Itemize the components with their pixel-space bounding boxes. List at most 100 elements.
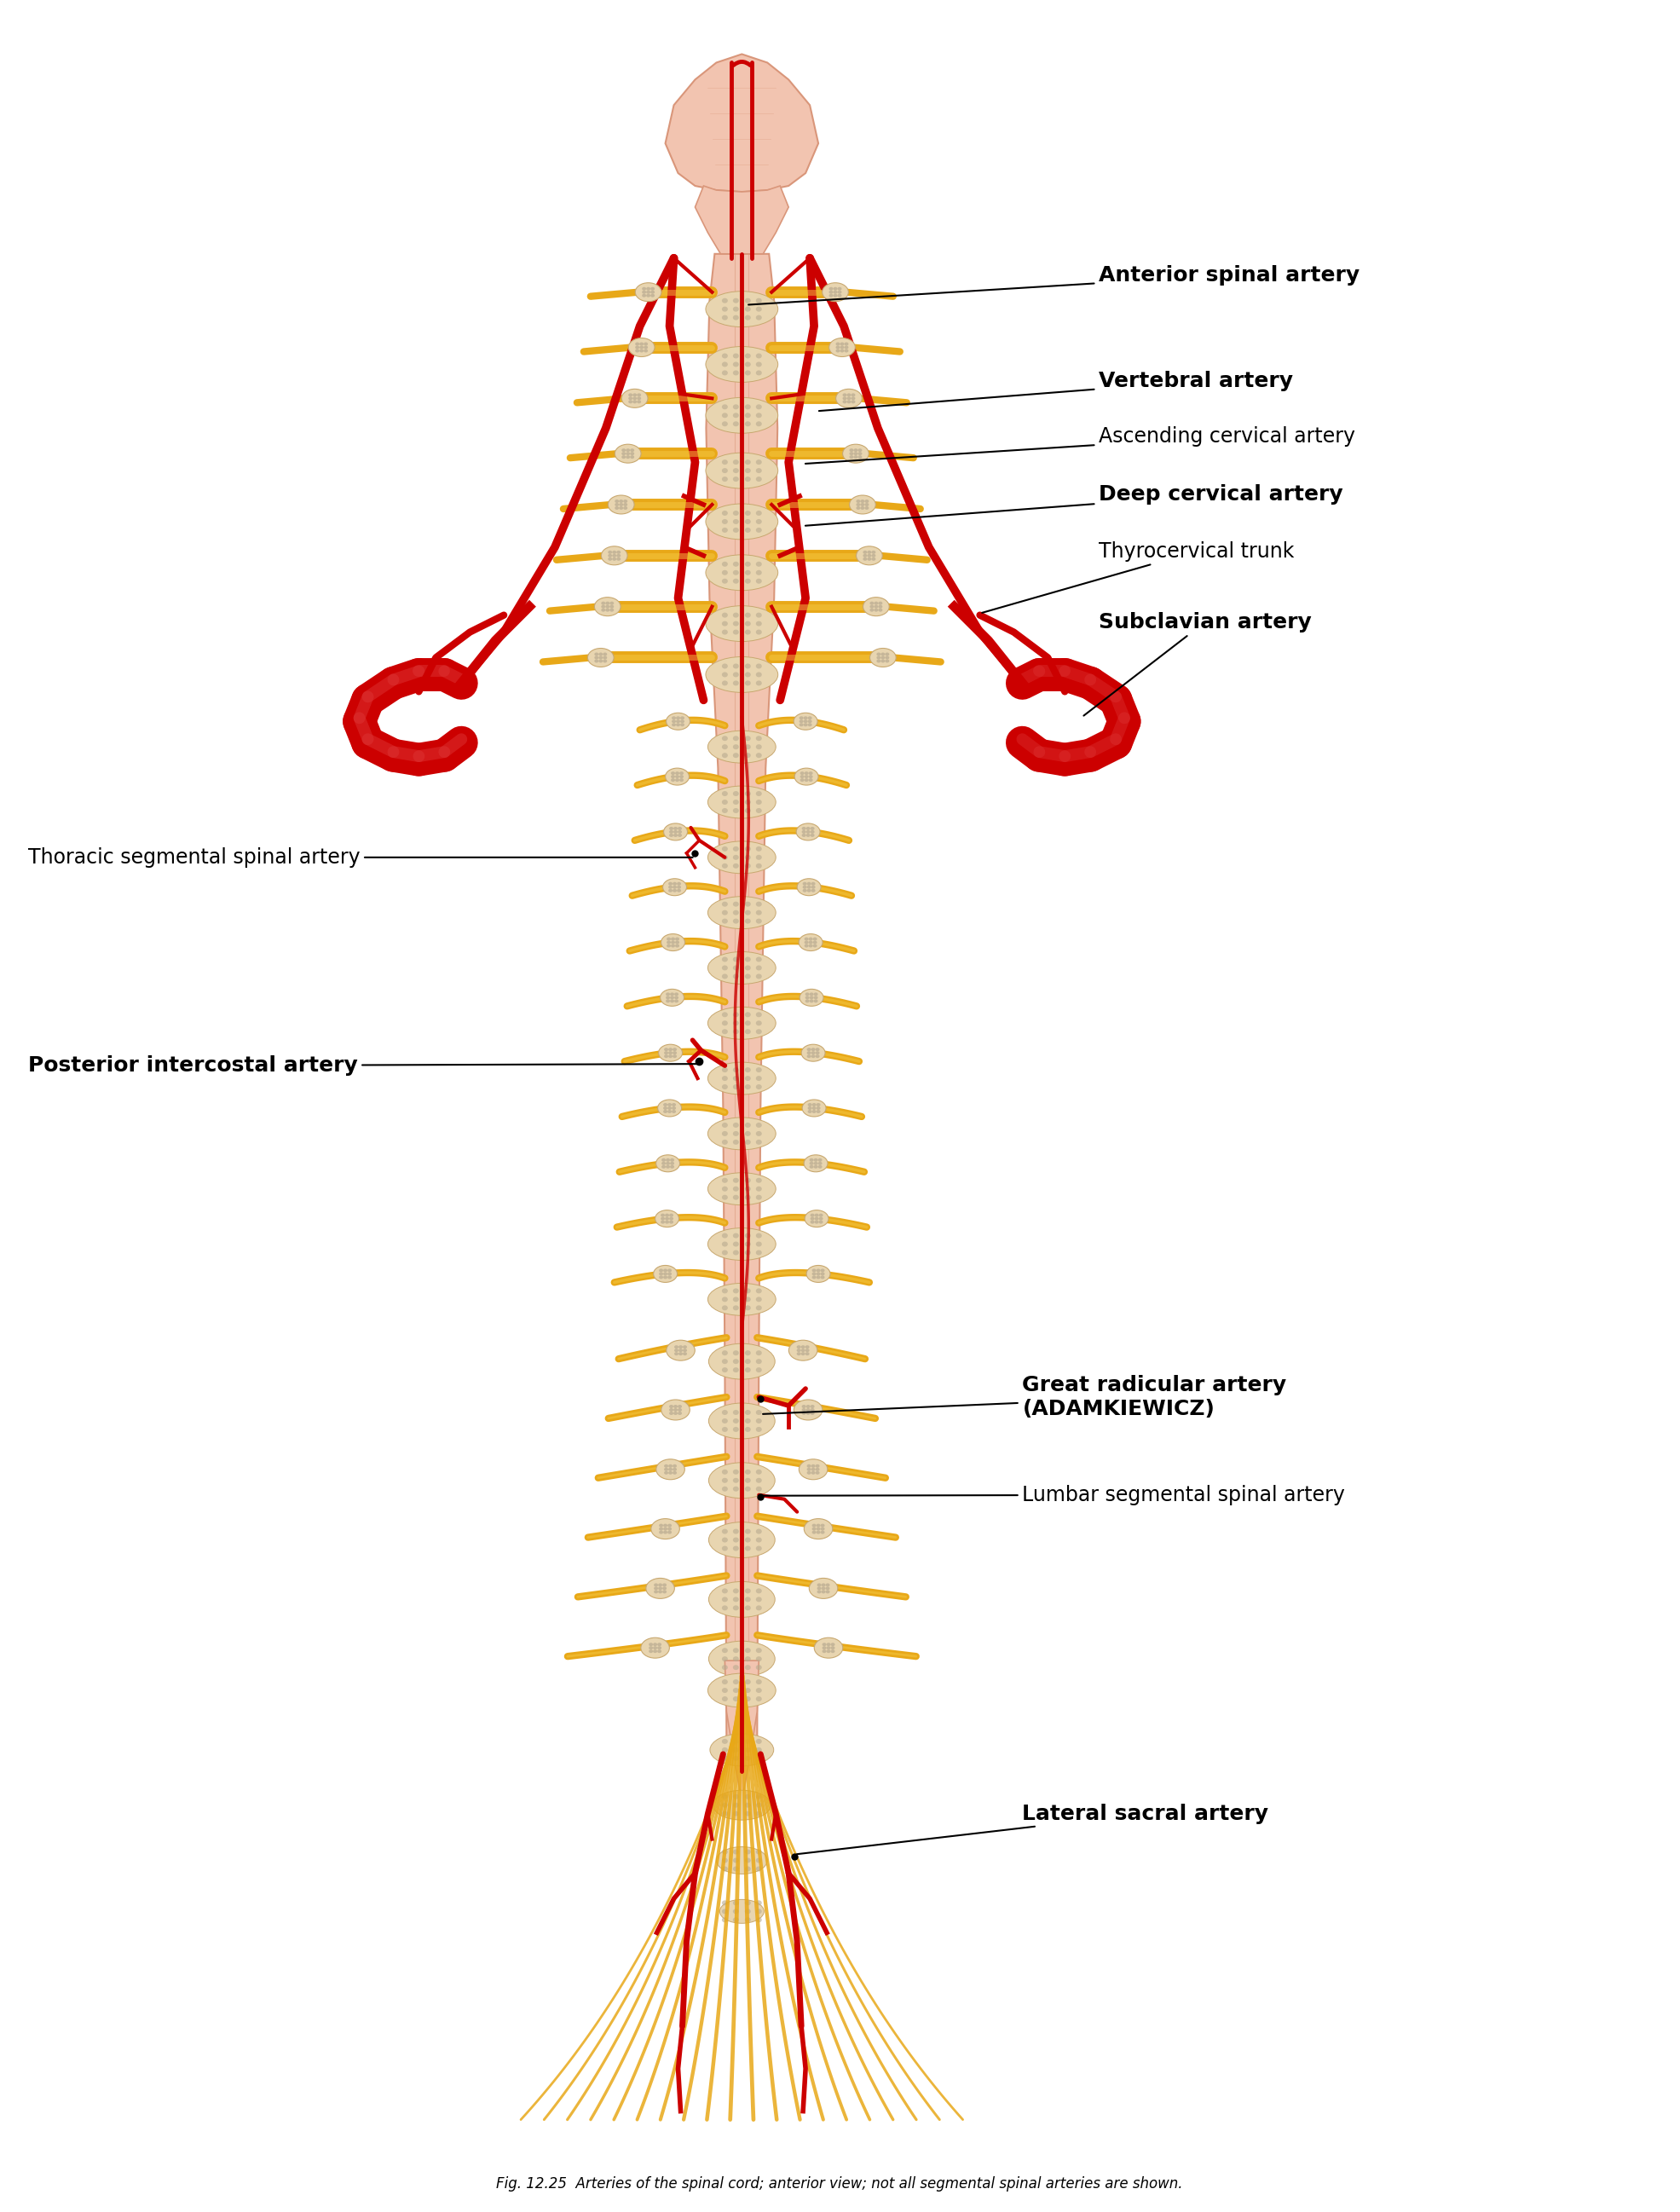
Ellipse shape bbox=[756, 1486, 761, 1491]
Ellipse shape bbox=[598, 653, 603, 657]
Ellipse shape bbox=[827, 1646, 830, 1650]
Ellipse shape bbox=[756, 1287, 761, 1294]
Ellipse shape bbox=[805, 993, 810, 995]
Ellipse shape bbox=[756, 847, 761, 852]
Ellipse shape bbox=[872, 553, 875, 557]
Ellipse shape bbox=[722, 1537, 727, 1542]
Ellipse shape bbox=[805, 1352, 810, 1356]
Ellipse shape bbox=[852, 396, 855, 400]
Ellipse shape bbox=[722, 1287, 727, 1294]
Ellipse shape bbox=[707, 1674, 776, 1708]
Ellipse shape bbox=[732, 1130, 739, 1137]
Ellipse shape bbox=[816, 1110, 820, 1113]
Ellipse shape bbox=[647, 288, 650, 290]
Ellipse shape bbox=[670, 940, 675, 945]
Ellipse shape bbox=[722, 1130, 727, 1137]
Ellipse shape bbox=[756, 1918, 761, 1922]
Ellipse shape bbox=[840, 349, 845, 352]
Ellipse shape bbox=[744, 405, 751, 409]
Ellipse shape bbox=[813, 995, 818, 1000]
Ellipse shape bbox=[675, 940, 679, 945]
Ellipse shape bbox=[756, 1657, 761, 1661]
Ellipse shape bbox=[628, 400, 633, 403]
Ellipse shape bbox=[732, 405, 739, 409]
Ellipse shape bbox=[732, 307, 739, 312]
Ellipse shape bbox=[722, 1232, 727, 1239]
Ellipse shape bbox=[595, 657, 598, 659]
Ellipse shape bbox=[879, 602, 882, 604]
Ellipse shape bbox=[722, 918, 727, 925]
Ellipse shape bbox=[788, 1340, 816, 1360]
Ellipse shape bbox=[827, 1650, 830, 1652]
Ellipse shape bbox=[840, 343, 845, 345]
Ellipse shape bbox=[595, 653, 598, 657]
Ellipse shape bbox=[744, 737, 751, 741]
Ellipse shape bbox=[605, 602, 610, 604]
Ellipse shape bbox=[664, 1270, 667, 1272]
Ellipse shape bbox=[642, 290, 647, 294]
Ellipse shape bbox=[756, 1739, 761, 1743]
Ellipse shape bbox=[877, 657, 880, 659]
Ellipse shape bbox=[732, 1287, 739, 1294]
Polygon shape bbox=[696, 186, 788, 254]
Ellipse shape bbox=[674, 1409, 677, 1411]
Ellipse shape bbox=[665, 995, 670, 1000]
Ellipse shape bbox=[806, 1048, 811, 1051]
Ellipse shape bbox=[756, 571, 761, 575]
Text: Fig. 12.25  Arteries of the spinal cord; anterior view; not all segmental spinal: Fig. 12.25 Arteries of the spinal cord; … bbox=[496, 2177, 1183, 2192]
Ellipse shape bbox=[744, 1849, 751, 1854]
Ellipse shape bbox=[744, 622, 751, 626]
Ellipse shape bbox=[660, 1214, 665, 1217]
Ellipse shape bbox=[640, 345, 643, 349]
Ellipse shape bbox=[722, 1194, 727, 1199]
Ellipse shape bbox=[722, 460, 727, 465]
Ellipse shape bbox=[756, 354, 761, 358]
Ellipse shape bbox=[722, 1597, 727, 1601]
Ellipse shape bbox=[672, 883, 677, 885]
Ellipse shape bbox=[813, 993, 818, 995]
Ellipse shape bbox=[667, 1340, 696, 1360]
Ellipse shape bbox=[732, 807, 739, 814]
Ellipse shape bbox=[640, 1637, 669, 1659]
Ellipse shape bbox=[811, 883, 815, 885]
Ellipse shape bbox=[867, 551, 872, 553]
Ellipse shape bbox=[744, 1020, 751, 1026]
Ellipse shape bbox=[847, 396, 852, 400]
Ellipse shape bbox=[595, 659, 598, 664]
Ellipse shape bbox=[796, 823, 820, 841]
Ellipse shape bbox=[835, 345, 840, 349]
Ellipse shape bbox=[722, 752, 727, 759]
Ellipse shape bbox=[722, 1794, 727, 1798]
Ellipse shape bbox=[679, 779, 684, 781]
Ellipse shape bbox=[722, 476, 727, 482]
Ellipse shape bbox=[732, 1013, 739, 1018]
Ellipse shape bbox=[756, 529, 761, 533]
Ellipse shape bbox=[732, 1679, 739, 1683]
Ellipse shape bbox=[675, 723, 680, 726]
Ellipse shape bbox=[664, 1531, 667, 1533]
Ellipse shape bbox=[677, 889, 680, 891]
Ellipse shape bbox=[732, 973, 739, 980]
Ellipse shape bbox=[756, 1528, 761, 1533]
Ellipse shape bbox=[622, 451, 627, 456]
Ellipse shape bbox=[662, 1161, 665, 1166]
Ellipse shape bbox=[756, 1427, 761, 1431]
Ellipse shape bbox=[756, 1546, 761, 1551]
Ellipse shape bbox=[793, 712, 818, 730]
Text: Thoracic segmental spinal artery: Thoracic segmental spinal artery bbox=[29, 847, 692, 867]
Ellipse shape bbox=[610, 602, 613, 604]
Ellipse shape bbox=[664, 1272, 667, 1276]
Ellipse shape bbox=[744, 847, 751, 852]
Ellipse shape bbox=[830, 1644, 835, 1646]
Ellipse shape bbox=[722, 314, 727, 321]
Ellipse shape bbox=[601, 604, 605, 608]
Ellipse shape bbox=[662, 933, 685, 951]
Ellipse shape bbox=[608, 551, 612, 553]
Ellipse shape bbox=[835, 349, 840, 352]
Ellipse shape bbox=[732, 909, 739, 916]
Ellipse shape bbox=[667, 1110, 672, 1113]
Ellipse shape bbox=[744, 1900, 751, 1905]
Ellipse shape bbox=[722, 405, 727, 409]
Ellipse shape bbox=[805, 940, 808, 945]
Ellipse shape bbox=[808, 719, 811, 723]
